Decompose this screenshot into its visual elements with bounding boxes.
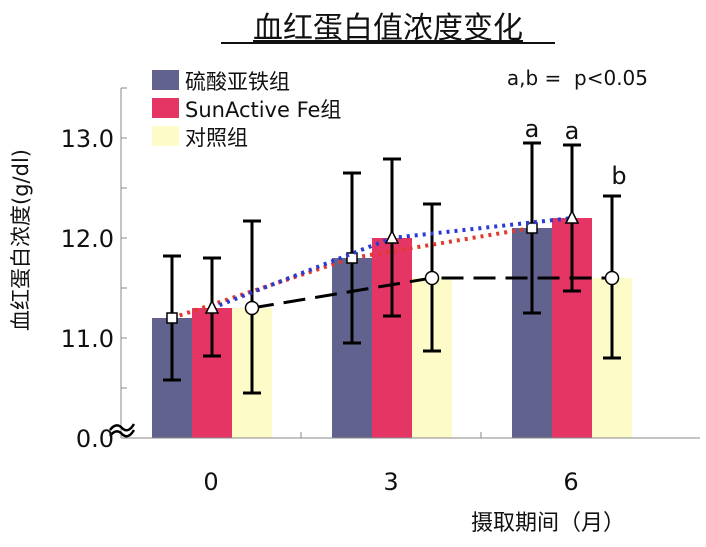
x-tick-label: 3 [383, 468, 398, 496]
y-axis-label: 血红蛋白浓度(g/dl) [9, 149, 33, 331]
significance-letter: a [525, 115, 540, 143]
square-marker [346, 252, 358, 264]
y-tick-label: 13.0 [61, 125, 114, 153]
triangle-marker [384, 229, 400, 244]
circle-marker [424, 270, 440, 286]
series-line-2 [251, 276, 612, 310]
y-tick-label: 12.0 [61, 225, 114, 253]
x-tick-label: 0 [203, 468, 218, 496]
square-marker [526, 222, 538, 234]
axis-break-icon [109, 423, 136, 438]
legend-swatch-1 [152, 98, 179, 118]
significance-note: a,b = p<0.05 [507, 66, 648, 90]
legend-label-2: 对照组 [185, 126, 248, 150]
y-tick-label: 11.0 [61, 325, 114, 353]
square-marker [166, 312, 178, 324]
circle-marker [604, 270, 620, 286]
circle-marker [244, 300, 260, 316]
triangle-marker [204, 299, 220, 314]
legend-label-1: SunActive Fe组 [185, 98, 341, 122]
x-axis-label: 摄取期间（月） [471, 511, 625, 536]
legend-label-0: 硫酸亚铁组 [185, 70, 290, 94]
legend-swatch-2 [152, 126, 179, 146]
significance-letter: a [565, 117, 580, 145]
y-tick-label: 0.0 [76, 425, 114, 453]
legend-swatch-0 [152, 70, 179, 90]
triangle-marker [564, 209, 580, 224]
x-tick-label: 6 [563, 468, 578, 496]
significance-letter: b [611, 162, 626, 190]
chart-title: 血红蛋白值浓度变化 [253, 11, 523, 46]
